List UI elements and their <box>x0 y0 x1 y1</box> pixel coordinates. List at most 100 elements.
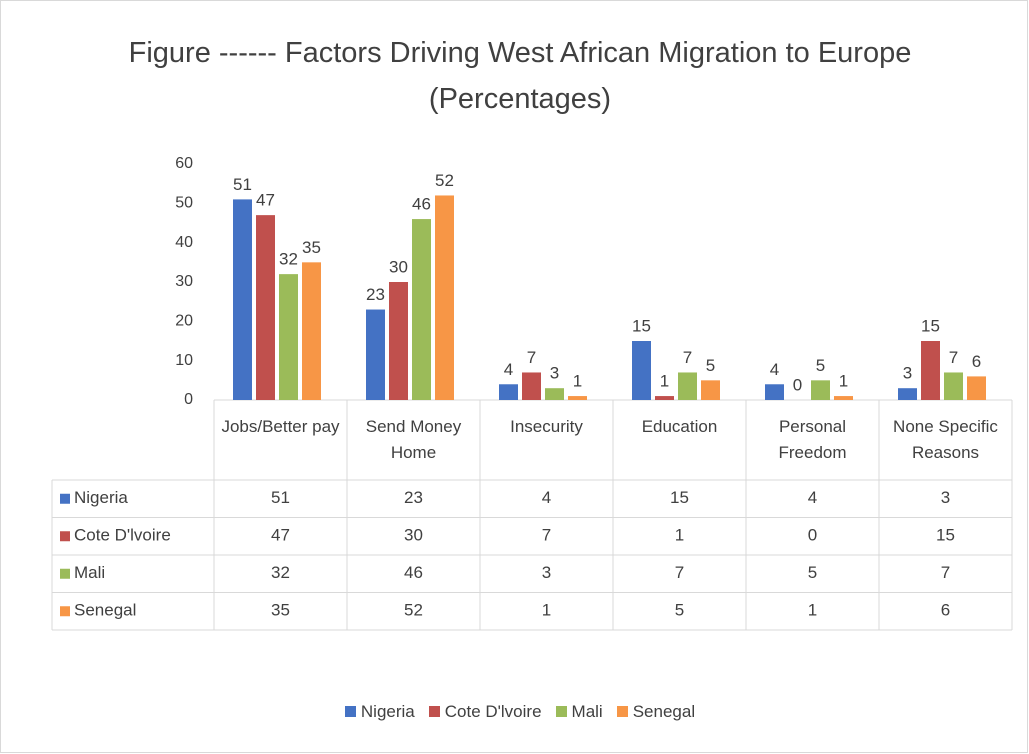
data-label: 5 <box>816 356 825 375</box>
table-cell: 1 <box>808 601 817 620</box>
x-tick-label: Jobs/Better pay <box>221 417 340 436</box>
bar <box>568 396 587 400</box>
data-label: 15 <box>632 316 651 335</box>
bar <box>898 388 917 400</box>
data-label: 47 <box>256 191 275 210</box>
bar <box>678 372 697 400</box>
bar <box>279 274 298 400</box>
data-label: 30 <box>389 257 408 276</box>
data-label: 51 <box>233 175 252 194</box>
table-legend-key <box>60 606 70 617</box>
chart-title: Figure ------ Factors Driving West Afric… <box>128 37 912 115</box>
x-tick-label: Insecurity <box>510 417 583 436</box>
data-label: 1 <box>660 372 669 391</box>
legend-item: Mali <box>555 702 603 722</box>
data-label: 1 <box>573 372 582 391</box>
legend-label: Nigeria <box>360 702 415 721</box>
data-label: 7 <box>527 348 536 367</box>
table-cell: 1 <box>542 601 551 620</box>
legend-item: Senegal <box>616 702 696 722</box>
x-tick-label: None Specific Reasons <box>893 417 998 462</box>
x-tick-label: Education <box>641 417 718 436</box>
table-cell: 3 <box>542 563 551 582</box>
table-cell: 1 <box>675 526 684 545</box>
bar <box>435 195 454 400</box>
table-cell: 7 <box>941 563 950 582</box>
data-label: 1 <box>839 372 848 391</box>
table-cell: 0 <box>808 526 817 545</box>
table-legend-key <box>60 493 70 504</box>
table-cell: 47 <box>271 526 290 545</box>
table-cell: 46 <box>404 563 423 582</box>
bar <box>701 380 720 400</box>
table-cell: 7 <box>542 526 551 545</box>
y-tick-label: 30 <box>175 273 193 290</box>
data-label: 3 <box>550 364 559 383</box>
table-cell: 32 <box>271 563 290 582</box>
data-label: 32 <box>279 250 298 269</box>
y-tick-label: 60 <box>175 155 193 172</box>
bar <box>921 341 940 400</box>
table-cell: 7 <box>675 563 684 582</box>
data-label: 23 <box>366 285 385 304</box>
data-label: 6 <box>972 352 981 371</box>
data-label: 5 <box>706 356 715 375</box>
legend-key <box>344 706 356 717</box>
table-cell: 4 <box>542 488 551 507</box>
legend-item: Cote D'lvoire <box>428 702 542 722</box>
bar <box>302 262 321 400</box>
table-cell: 51 <box>271 488 290 507</box>
bar <box>256 215 275 400</box>
bar <box>389 282 408 400</box>
table-legend-key <box>60 568 70 579</box>
table-cell: 23 <box>404 488 423 507</box>
legend-key <box>555 706 567 717</box>
table-legend-key <box>60 531 70 542</box>
x-tick-label: Personal Freedom <box>778 417 847 462</box>
table-cell: 3 <box>941 488 950 507</box>
table-cell: 5 <box>675 601 684 620</box>
table-cell: 52 <box>404 601 423 620</box>
legend-item: Nigeria <box>344 702 415 722</box>
bar <box>233 199 252 400</box>
bar <box>834 396 853 400</box>
data-label: 52 <box>435 171 454 190</box>
bar <box>366 309 385 400</box>
data-label: 3 <box>903 364 912 383</box>
legend-key <box>616 706 628 717</box>
y-tick-label: 40 <box>175 234 193 251</box>
data-label: 4 <box>504 360 513 379</box>
table-row-label: Senegal <box>74 601 136 620</box>
table-cell: 35 <box>271 601 290 620</box>
bar <box>545 388 564 400</box>
legend-key <box>428 706 440 717</box>
table-cell: 15 <box>936 526 955 545</box>
x-tick-label: Send Money Home <box>365 417 462 462</box>
data-label: 7 <box>949 348 958 367</box>
data-label: 35 <box>302 238 321 257</box>
y-tick-label: 20 <box>175 313 193 330</box>
data-label: 0 <box>793 375 802 394</box>
table-row-label: Nigeria <box>74 488 128 507</box>
legend-label: Cote D'lvoire <box>444 702 542 721</box>
y-tick-label: 0 <box>184 391 193 408</box>
legend-label: Senegal <box>632 702 696 721</box>
legend: Nigeria Cote D'lvoire Mali Senegal <box>0 702 1029 722</box>
bar <box>522 372 541 400</box>
bar <box>632 341 651 400</box>
bar <box>765 384 784 400</box>
data-label: 15 <box>921 316 940 335</box>
y-tick-label: 50 <box>175 195 193 212</box>
data-label: 7 <box>683 348 692 367</box>
data-label: 46 <box>412 195 431 214</box>
table-row-label: Cote D'lvoire <box>74 526 171 545</box>
table-cell: 15 <box>670 488 689 507</box>
table-cell: 4 <box>808 488 817 507</box>
table-row-label: Mali <box>74 563 105 582</box>
bar <box>811 380 830 400</box>
table-cell: 30 <box>404 526 423 545</box>
bar <box>655 396 674 400</box>
